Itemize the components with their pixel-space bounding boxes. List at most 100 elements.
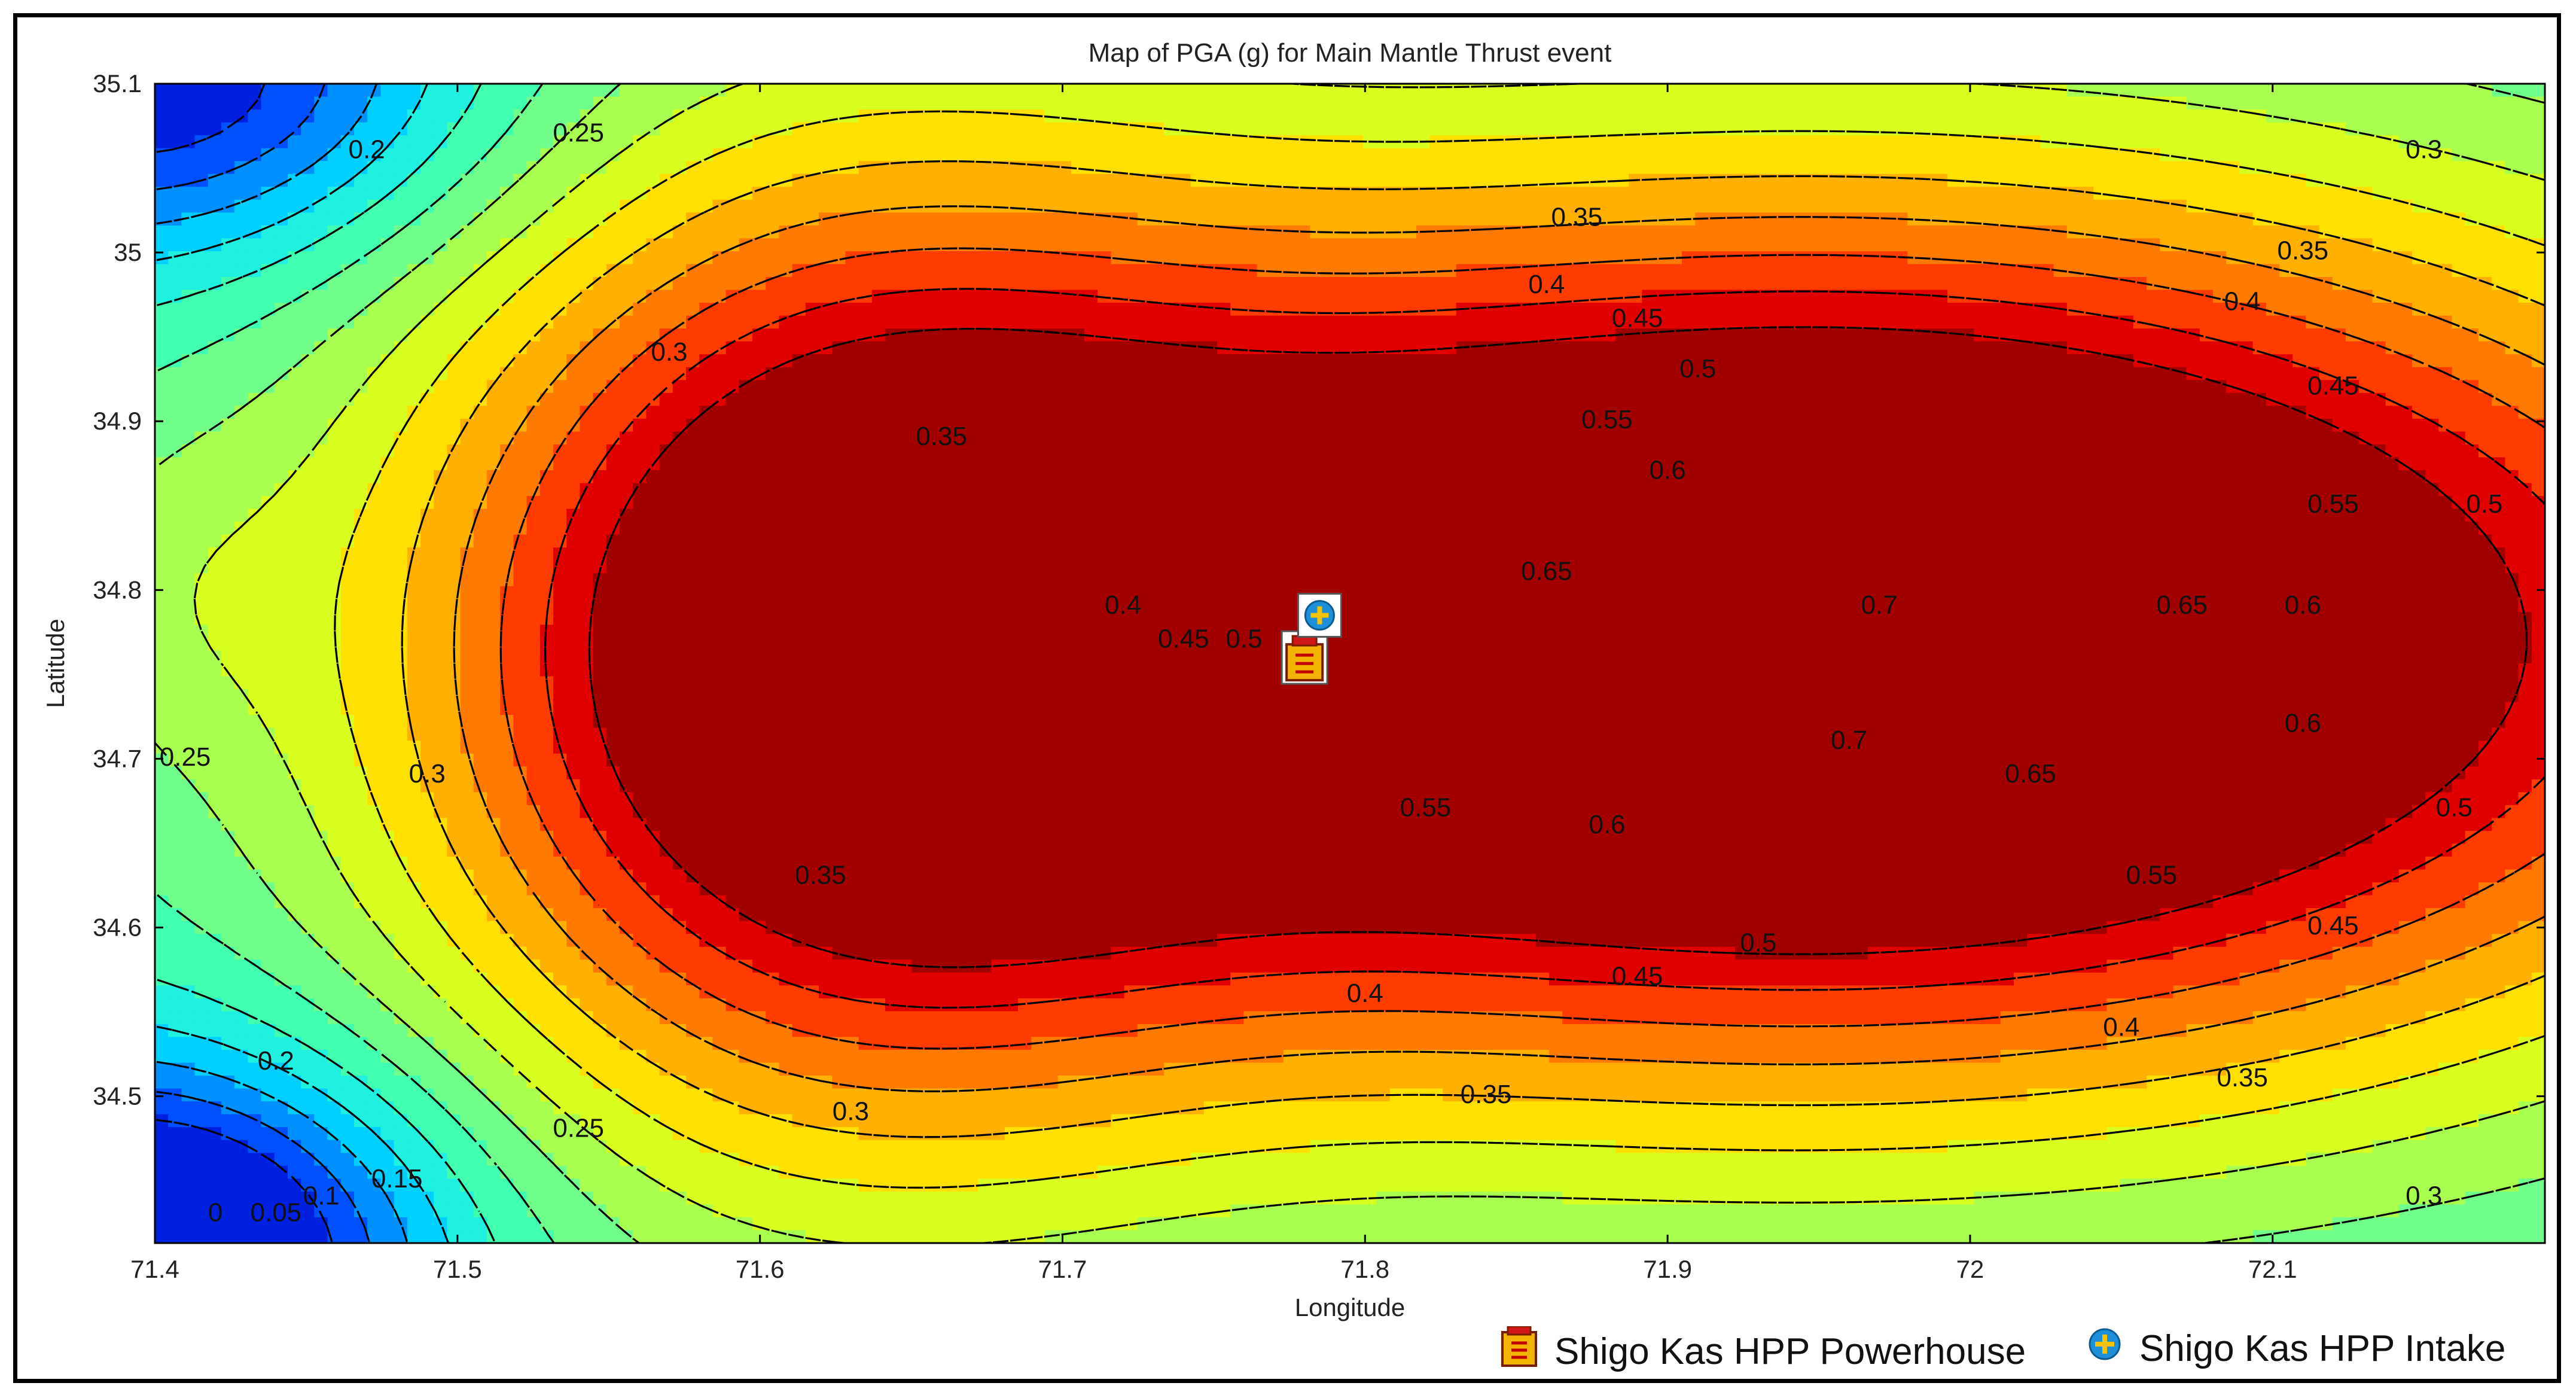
heat-cell [832,109,846,123]
heat-cell [2053,122,2068,136]
heat-cell [845,328,859,342]
heat-cell [2465,199,2479,214]
heat-cell [871,392,886,407]
heat-cell [2372,380,2386,394]
heat-cell [1297,431,1311,445]
heat-cell [1615,109,1629,123]
heat-cell [1403,277,1417,291]
heat-cell [2319,135,2333,149]
heat-cell [1522,238,1537,252]
heat-cell [1788,264,1802,278]
heat-cell [2014,225,2028,239]
heat-cell [2186,303,2200,316]
heat-cell [1443,148,1457,162]
heat-cell [725,187,740,200]
heat-cell [2425,251,2440,265]
heat-cell [447,109,461,123]
heat-cell [819,315,833,329]
heat-cell [2239,277,2254,291]
heat-cell [526,303,541,316]
heat-cell [1469,290,1483,303]
heat-cell [314,199,328,214]
heat-cell [1403,187,1417,200]
heat-cell [686,199,700,214]
heat-cell [1775,109,1789,123]
heat-cell [2014,277,2028,291]
heat-cell [168,354,182,368]
heat-cell [2186,173,2200,188]
heat-cell [2120,341,2134,355]
heat-cell [1974,406,1988,419]
heat-cell [1098,418,1112,433]
heat-cell [792,187,806,200]
heat-cell [367,251,382,265]
heat-cell [1629,238,1643,252]
heat-cell [2505,303,2519,316]
heat-cell [672,148,687,162]
heat-cell [2438,135,2453,149]
heat-cell [1323,84,1337,98]
heat-cell [234,303,249,316]
heat-cell [2239,392,2254,407]
heat-cell [2332,264,2346,278]
heat-cell [1934,122,1948,136]
heat-cell [1230,277,1245,291]
heat-cell [1137,392,1151,407]
heat-cell [1815,251,1828,265]
heat-cell [1190,238,1205,252]
heat-cell [1336,148,1351,162]
heat-cell [832,354,846,368]
heat-cell [1734,341,1749,355]
heat-cell [1655,109,1669,123]
heat-cell [819,122,833,136]
heat-cell [1562,135,1577,149]
heat-cell [2133,367,2147,381]
heat-cell [1084,418,1098,433]
heat-cell [938,380,952,394]
heat-cell [2160,392,2174,407]
heat-cell [447,238,461,252]
heat-cell [1084,303,1098,316]
heat-cell [1642,251,1656,265]
heat-cell [885,380,899,394]
heat-cell [2199,392,2214,407]
heat-cell [1111,122,1125,136]
heat-cell [1124,148,1138,162]
heat-cell [1629,367,1643,381]
heat-cell [500,225,514,239]
heat-cell [606,277,620,291]
heat-cell [885,341,899,355]
heat-cell [2027,96,2041,110]
heat-cell [2293,161,2307,175]
heat-cell [2147,161,2160,175]
heat-cell [1894,109,1909,123]
heat-cell [1629,225,1643,239]
heat-cell [2213,122,2227,136]
heat-cell [2359,367,2373,381]
heat-cell [1801,212,1815,226]
heat-cell [1642,122,1656,136]
heat-cell [539,199,554,214]
heat-cell [181,122,196,136]
heat-cell [539,212,554,226]
heat-cell [1004,290,1019,303]
heat-cell [1350,148,1364,162]
heat-cell [858,212,873,226]
heat-cell [2226,238,2240,252]
heat-cell [1575,122,1590,136]
heat-cell [221,173,235,188]
heat-cell [1867,251,1882,265]
heat-cell [752,264,766,278]
heat-cell [566,212,581,226]
heat-cell [2479,96,2492,110]
heat-cell [2080,406,2094,419]
heat-cell [1801,303,1815,316]
heat-cell [327,96,342,110]
heat-cell [1336,431,1351,445]
heat-cell [885,418,899,433]
heat-cell [301,264,315,278]
heat-cell [2053,96,2068,110]
heat-cell [500,406,514,419]
heat-cell [434,122,448,136]
heat-cell [553,199,567,214]
